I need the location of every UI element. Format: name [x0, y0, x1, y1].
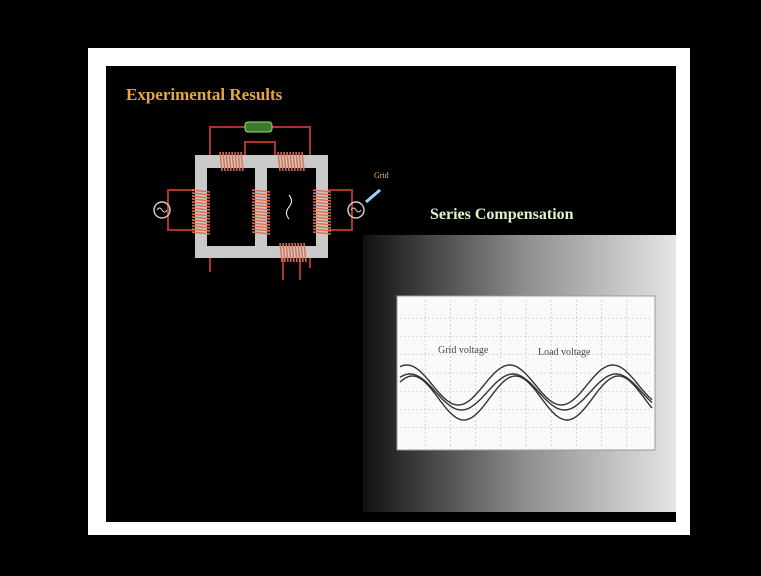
wave-label: Load voltage: [538, 347, 591, 358]
slide-screenshot: Experimental Results Grid Series Compens…: [0, 0, 761, 576]
wave-label: Grid voltage: [438, 345, 489, 356]
oscilloscope-capture: Grid voltage Load voltage: [397, 296, 655, 450]
grid-label: Grid: [374, 171, 389, 180]
slide-title: Experimental Results: [126, 85, 283, 104]
slide-subtitle: Series Compensation: [430, 206, 574, 223]
